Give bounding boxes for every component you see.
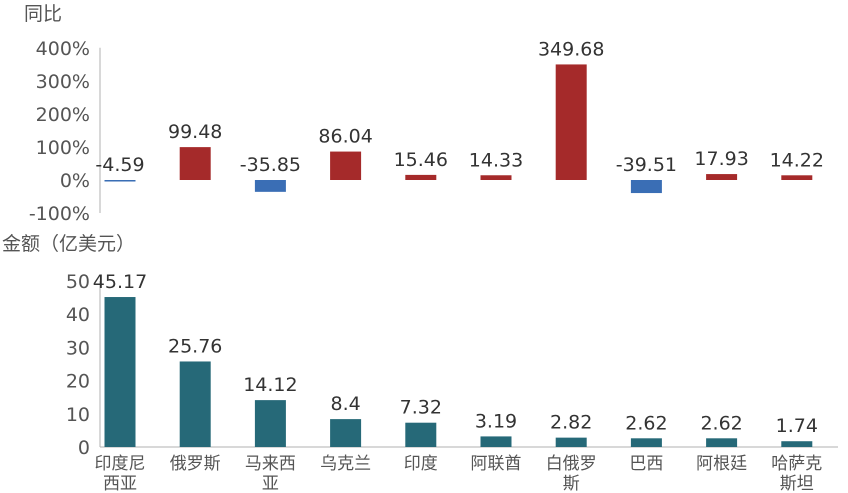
bottom-value-label: 2.62 (625, 412, 667, 434)
x-category-label: 俄罗斯 (170, 454, 221, 474)
bottom-ylabel: 金额（亿美元） (2, 233, 135, 255)
bottom-ytick-label: 30 (66, 337, 90, 359)
top-value-label: 14.22 (770, 149, 824, 171)
top-ylabel: 同比 (24, 3, 62, 25)
bottom-value-label: 2.82 (550, 412, 592, 434)
top-bar (555, 64, 587, 180)
bottom-bar (480, 436, 512, 447)
bottom-ytick-label: 50 (66, 271, 90, 293)
x-category-label: 阿联酋 (471, 454, 522, 474)
top-bar (330, 151, 362, 180)
bottom-value-label: 2.62 (700, 412, 742, 434)
top-bar (706, 174, 738, 180)
bottom-bar (254, 400, 286, 447)
bottom-bar (555, 437, 587, 447)
bottom-value-label: 25.76 (168, 335, 222, 357)
top-ytick-label: 400% (36, 38, 90, 60)
bottom-ytick-label: 10 (66, 404, 90, 426)
top-bar (480, 175, 512, 180)
bottom-value-label: 7.32 (400, 397, 442, 419)
top-bar (630, 180, 662, 194)
top-bar (254, 180, 286, 192)
x-category-label: 巴西 (629, 454, 663, 474)
x-category-label: 马来西 (245, 454, 296, 474)
top-ytick-label: 300% (36, 71, 90, 93)
top-value-label: 17.93 (694, 148, 748, 170)
x-category-label: 白俄罗 (546, 454, 597, 474)
top-bar (104, 180, 136, 182)
top-value-label: 14.33 (469, 149, 523, 171)
bottom-bar (405, 422, 437, 447)
top-ytick-label: 100% (36, 137, 90, 159)
x-category-label: 亚 (262, 474, 279, 493)
bottom-ytick-label: 40 (66, 304, 90, 326)
top-value-label: -4.59 (95, 154, 144, 176)
top-value-label: 15.46 (394, 149, 448, 171)
bottom-bar (706, 438, 738, 447)
bottom-value-label: 8.4 (330, 393, 360, 415)
x-category-label: 印度 (404, 454, 438, 474)
bottom-value-label: 1.74 (776, 415, 818, 437)
top-value-label: -39.51 (616, 154, 677, 176)
bottom-bar (104, 297, 136, 447)
bottom-bar (330, 419, 362, 447)
top-value-label: 349.68 (538, 38, 604, 60)
x-category-label: 斯 (563, 474, 580, 493)
top-ytick-label: -100% (29, 203, 90, 225)
top-value-label: -35.85 (240, 154, 301, 176)
bottom-value-label: 14.12 (243, 374, 297, 396)
x-category-label: 斯坦 (780, 474, 814, 493)
x-category-label: 西亚 (103, 474, 137, 493)
x-category-label: 阿根廷 (696, 454, 747, 474)
bottom-bar (630, 438, 662, 447)
top-bar (179, 147, 211, 180)
x-category-label: 乌克兰 (320, 454, 371, 474)
bottom-value-label: 3.19 (475, 410, 517, 432)
top-ytick-label: 0% (60, 170, 90, 192)
top-value-label: 99.48 (168, 121, 222, 143)
top-bar (781, 175, 813, 180)
bottom-ytick-label: 0 (78, 437, 90, 459)
bottom-value-label: 45.17 (93, 271, 147, 293)
bottom-bar (781, 441, 813, 447)
top-ytick-label: 200% (36, 104, 90, 126)
x-category-label: 印度尼 (95, 454, 146, 474)
top-bar (405, 174, 437, 180)
bottom-ytick-label: 20 (66, 371, 90, 393)
x-category-label: 哈萨克 (771, 454, 822, 474)
top-value-label: 86.04 (318, 126, 372, 148)
bottom-bar (179, 361, 211, 447)
yoy-growth-chart: 同比 400% 300% 200% 100% 0% -100% -4.59 99.48 -35.8… (24, 3, 824, 225)
